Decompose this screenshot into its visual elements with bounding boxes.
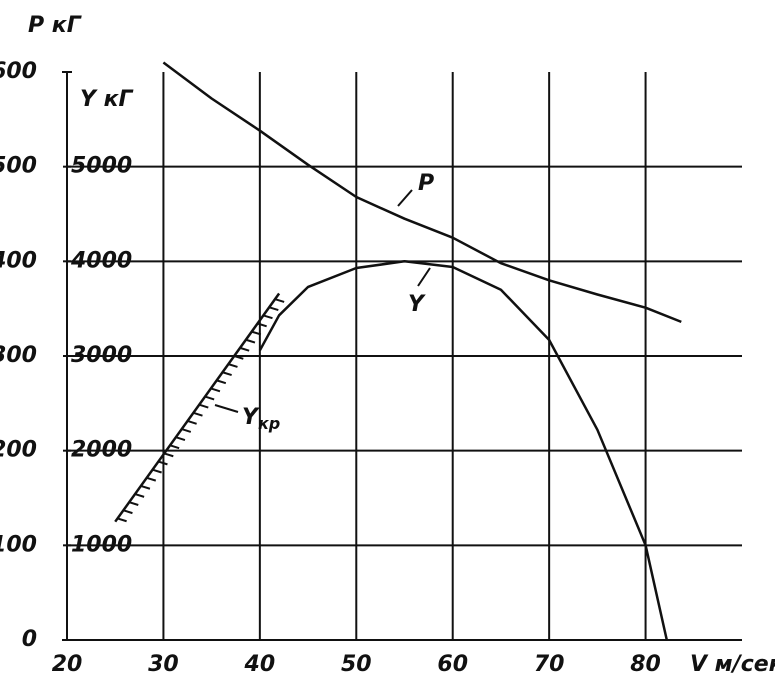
- hatch: [233, 355, 244, 360]
- y-tick-label: 600: [0, 59, 37, 84]
- hatch: [152, 468, 162, 474]
- y2-axis-label: Y кГ: [80, 87, 134, 112]
- hatch: [239, 346, 250, 352]
- x-tick-label: 70: [534, 652, 565, 677]
- hatch: [257, 322, 267, 328]
- series-line: [162, 61, 682, 324]
- series-name: Y: [242, 405, 260, 430]
- series-label: P: [418, 171, 434, 196]
- leader: [397, 189, 413, 207]
- y-tick-label: 400: [0, 248, 37, 273]
- x-tick-label: 30: [148, 652, 179, 677]
- y2-tick-label: 3000: [71, 343, 132, 368]
- hatch: [123, 509, 133, 515]
- series-name: P: [418, 171, 434, 196]
- hatch: [117, 517, 127, 523]
- hatch: [268, 306, 279, 312]
- hatch: [146, 476, 157, 482]
- y-tick-label: 200: [0, 438, 37, 463]
- y-tick-label: 100: [0, 532, 37, 557]
- hatch: [175, 436, 186, 441]
- y2-tick-label: 2000: [71, 438, 132, 463]
- y2-tick-label: 1000: [71, 532, 132, 557]
- hatch: [216, 379, 227, 385]
- y-axis-label: P кГ: [28, 13, 82, 38]
- hatch: [193, 411, 203, 417]
- series-name: Y: [408, 292, 426, 317]
- series-line: [114, 292, 281, 523]
- hatch: [128, 501, 139, 506]
- hatch: [187, 420, 197, 425]
- hatch: [274, 298, 285, 303]
- hatch: [263, 314, 273, 320]
- hatch: [198, 403, 209, 409]
- leader: [214, 404, 239, 413]
- x-tick-label: 50: [341, 652, 372, 677]
- hatch: [228, 363, 238, 368]
- series-label: Y: [408, 292, 426, 317]
- hatch: [169, 444, 180, 450]
- y-tick-label: 300: [0, 343, 37, 368]
- series-label: Yкр: [242, 405, 280, 433]
- hatch: [210, 387, 221, 393]
- x-tick-label: 20: [52, 652, 83, 677]
- hatch: [181, 428, 192, 433]
- hatch: [140, 484, 151, 490]
- y-tick-label: 0: [22, 627, 37, 652]
- hatch: [158, 460, 168, 466]
- series-subscript: кр: [258, 414, 280, 433]
- series-line: [258, 260, 669, 641]
- y-tick-label: 500: [0, 154, 37, 179]
- hatch: [163, 452, 174, 458]
- x-tick-label: 40: [244, 652, 276, 677]
- x-tick-label: 60: [437, 652, 468, 677]
- hatch: [251, 330, 262, 336]
- leader: [417, 267, 431, 287]
- hatch: [134, 493, 145, 498]
- hatch: [204, 395, 215, 401]
- hatch: [222, 371, 232, 377]
- x-tick-label: 80: [630, 652, 661, 677]
- x-axis-label: V м/сек: [690, 652, 775, 677]
- hatch: [245, 338, 256, 344]
- y2-tick-label: 5000: [71, 154, 132, 179]
- y2-tick-label: 4000: [70, 248, 132, 273]
